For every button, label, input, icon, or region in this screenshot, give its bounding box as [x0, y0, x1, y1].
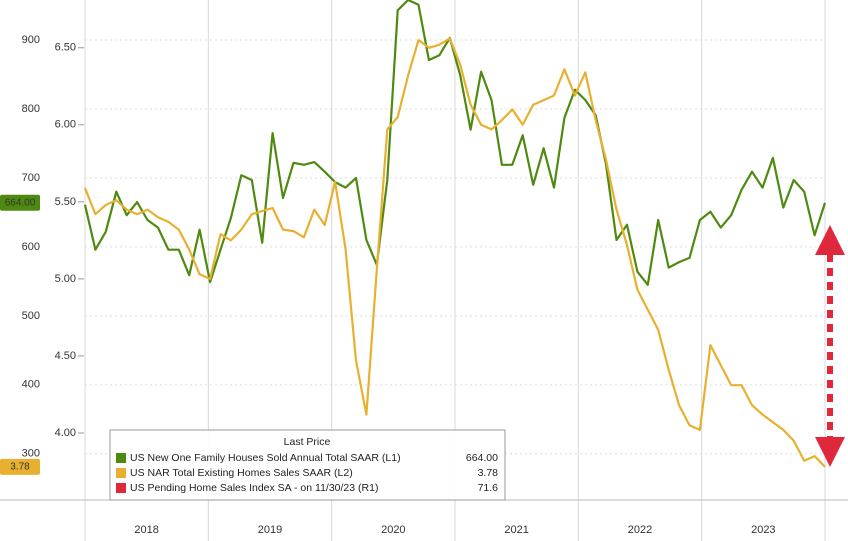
legend-box: [109, 429, 506, 501]
y2-tick-label: 5.00: [55, 273, 76, 285]
series-line: [83, 0, 827, 286]
legend-value: 664.00: [466, 452, 498, 464]
y2-tick-label: 4.50: [55, 350, 76, 362]
legend-swatch: [116, 453, 126, 463]
legend-swatch: [116, 468, 126, 478]
y-tick-label: 700: [22, 172, 40, 184]
y-tick-label: 300: [22, 448, 40, 460]
x-tick-label: 2021: [504, 524, 528, 536]
series-line: [83, 37, 826, 468]
value-tag-label: 3.78: [10, 462, 30, 473]
value-tag: [0, 194, 40, 211]
legend-label: US NAR Total Existing Homes Sales SAAR (…: [130, 467, 353, 479]
x-tick-label: 2019: [258, 524, 282, 536]
legend-value: 3.78: [478, 467, 499, 479]
y-tick-label: 900: [22, 34, 40, 46]
y2-tick-label: 5.50: [55, 196, 76, 208]
value-tag-label: 664.00: [5, 197, 36, 208]
y2-tick-label: 6.00: [55, 119, 76, 131]
x-tick-label: 2020: [381, 524, 405, 536]
y-tick-label: 600: [22, 241, 40, 253]
x-tick-label: 2022: [628, 524, 652, 536]
y-tick-label: 800: [22, 103, 40, 115]
legend-label: US Pending Home Sales Index SA - on 11/3…: [130, 482, 378, 494]
legend-value: 71.6: [478, 482, 499, 494]
legend-label: US New One Family Houses Sold Annual Tot…: [130, 452, 401, 464]
y-tick-label: 500: [22, 310, 40, 322]
x-tick-label: 2023: [751, 524, 775, 536]
y2-tick-label: 6.50: [55, 42, 76, 54]
legend-swatch: [116, 483, 126, 493]
legend-title: Last Price: [284, 436, 331, 448]
y-tick-label: 400: [22, 379, 40, 391]
y2-tick-label: 4.00: [55, 427, 76, 439]
value-tag: [0, 458, 40, 475]
legend: Last Price US New One Family Houses Sold …: [109, 429, 506, 501]
x-tick-label: 2018: [134, 524, 158, 536]
